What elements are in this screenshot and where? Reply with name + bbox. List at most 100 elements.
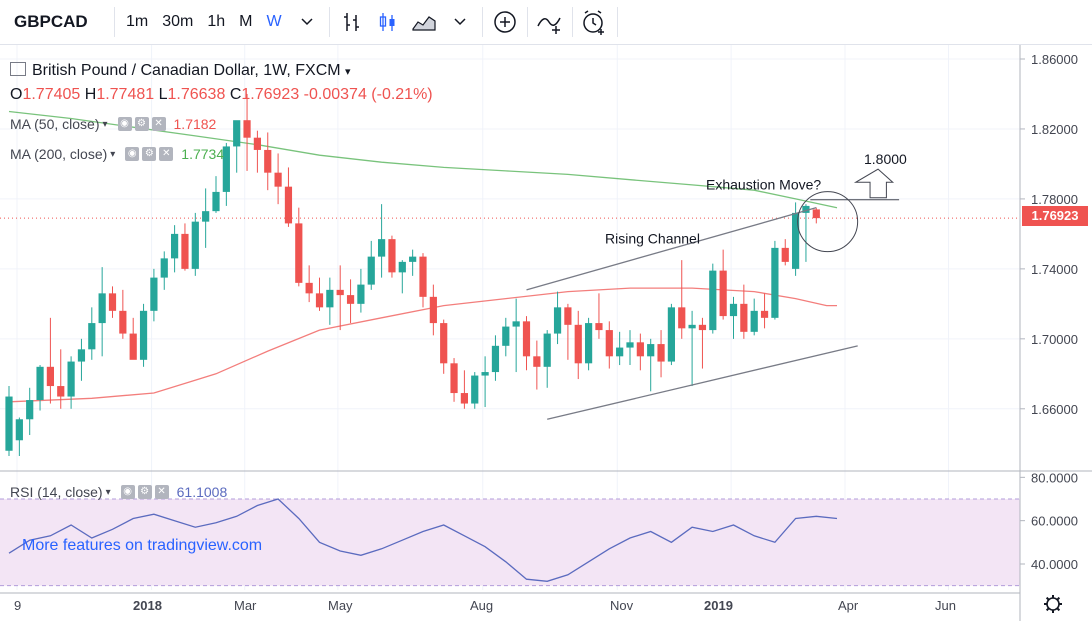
candle-body bbox=[284, 186, 293, 224]
ma200-label: MA (200, close) bbox=[10, 146, 108, 162]
candle-body bbox=[678, 307, 686, 329]
chevron-down-icon[interactable]: ▾ bbox=[105, 486, 111, 498]
candle-body bbox=[36, 366, 44, 401]
candle-body bbox=[367, 256, 375, 285]
candles-icon[interactable] bbox=[370, 0, 406, 44]
ma50-legend[interactable]: MA (50, close) ▾ ◉ ⚙ ✕ 1.7182 bbox=[10, 116, 216, 132]
candle-body bbox=[512, 321, 520, 327]
compare-icon[interactable] bbox=[532, 0, 568, 44]
channel-lower-line bbox=[547, 345, 858, 420]
candle-body bbox=[181, 233, 189, 269]
candle-body bbox=[160, 258, 168, 278]
candle-body bbox=[802, 205, 810, 213]
open-value: 1.77405 bbox=[22, 86, 81, 103]
chart-legend: British Pound / Canadian Dollar, 1W, FXC… bbox=[10, 62, 351, 80]
gear-ring bbox=[1046, 597, 1060, 611]
chevron-down-icon[interactable]: ▾ bbox=[345, 66, 351, 78]
symbol-icon[interactable] bbox=[10, 62, 26, 76]
candle-body bbox=[274, 172, 282, 187]
exhaustion-label: Exhaustion Move? bbox=[706, 176, 821, 192]
exhaustion-circle bbox=[797, 191, 859, 253]
interval-1h-button[interactable]: 1h bbox=[207, 13, 226, 30]
interval-week-button[interactable]: W bbox=[266, 13, 282, 30]
candle-body bbox=[139, 310, 148, 360]
candle-body bbox=[605, 330, 613, 357]
candle-body bbox=[171, 233, 179, 259]
candle-body bbox=[647, 344, 655, 357]
gear-tooth bbox=[1045, 607, 1050, 612]
close-icon[interactable]: ✕ bbox=[159, 147, 174, 161]
legend-title: British Pound / Canadian Dollar, 1W, FXC… bbox=[32, 62, 341, 79]
candle-body bbox=[812, 209, 820, 219]
candle-body bbox=[57, 386, 65, 397]
candle-body bbox=[698, 324, 707, 331]
gear-icon[interactable] bbox=[1044, 595, 1062, 613]
candle-body bbox=[771, 247, 779, 318]
ma50-label: MA (50, close) bbox=[10, 116, 100, 132]
price-chart[interactable]: Rising Channel Exhaustion Move? 1.8000 1.86… bbox=[0, 45, 1092, 621]
candle-body bbox=[398, 261, 406, 273]
price-tick-label: 1.70000 bbox=[1031, 332, 1078, 347]
time-tick-label: Mar bbox=[234, 598, 257, 613]
toolbar-divider bbox=[114, 7, 115, 37]
eye-icon[interactable]: ◉ bbox=[120, 485, 135, 499]
gear-tooth bbox=[1056, 607, 1061, 612]
candle-body bbox=[522, 321, 531, 357]
candle-body bbox=[378, 239, 386, 257]
candle-body bbox=[719, 270, 727, 317]
high-value: 1.77481 bbox=[96, 86, 155, 103]
candle-body bbox=[760, 310, 769, 318]
candle-body bbox=[108, 293, 117, 311]
time-tick-label: May bbox=[328, 598, 353, 613]
chevron-down-icon[interactable]: ▾ bbox=[102, 118, 108, 130]
candle-body bbox=[5, 396, 13, 451]
low-label: L bbox=[158, 86, 168, 103]
interval-30m-button[interactable]: 30m bbox=[162, 13, 194, 30]
candle-body bbox=[585, 323, 593, 364]
gear-icon[interactable]: ⚙ bbox=[142, 147, 157, 161]
alert-icon[interactable] bbox=[577, 0, 613, 44]
chevron-down-icon[interactable] bbox=[289, 0, 325, 44]
candle-body bbox=[502, 326, 510, 346]
symbol-search-button[interactable]: GBPCAD bbox=[14, 12, 88, 31]
close-label: C bbox=[229, 86, 242, 103]
eye-icon[interactable]: ◉ bbox=[117, 117, 132, 131]
candle-body bbox=[212, 191, 220, 212]
candle-body bbox=[77, 349, 86, 362]
gear-icon[interactable]: ⚙ bbox=[137, 485, 152, 499]
chevron-down-icon[interactable]: ▾ bbox=[110, 148, 116, 160]
candle-body bbox=[15, 419, 23, 441]
chevron-down-icon[interactable] bbox=[442, 0, 478, 44]
candle-body bbox=[222, 146, 230, 192]
candle-body bbox=[750, 310, 758, 332]
candle-body bbox=[481, 372, 489, 376]
candle-body bbox=[553, 307, 562, 334]
toolbar-divider bbox=[526, 7, 528, 37]
interval-month-button[interactable]: M bbox=[239, 13, 253, 30]
rsi-tick-label: 40.0000 bbox=[1031, 557, 1078, 572]
close-icon[interactable]: ✕ bbox=[154, 485, 169, 499]
gear-tooth bbox=[1056, 596, 1061, 601]
channel-label: Rising Channel bbox=[605, 231, 700, 247]
last-price-tag: 1.76923 bbox=[1022, 206, 1088, 226]
candle-body bbox=[315, 293, 324, 308]
promo-link[interactable]: More features on tradingview.com bbox=[22, 537, 263, 554]
interval-1m-button[interactable]: 1m bbox=[126, 13, 149, 30]
candle-body bbox=[471, 375, 479, 404]
candle-body bbox=[357, 284, 365, 304]
candle-body bbox=[336, 289, 344, 296]
bar-chart-icon[interactable] bbox=[334, 0, 370, 44]
ma200-legend[interactable]: MA (200, close) ▾ ◉ ⚙ ✕ 1.7734 bbox=[10, 146, 224, 162]
close-icon[interactable]: ✕ bbox=[151, 117, 166, 131]
rsi-legend[interactable]: RSI (14, close) ▾ ◉ ⚙ ✕ 61.1008 bbox=[10, 484, 227, 500]
add-indicator-icon[interactable] bbox=[487, 0, 523, 44]
gear-icon[interactable]: ⚙ bbox=[134, 117, 149, 131]
ma50-value: 1.7182 bbox=[173, 116, 217, 132]
candle-body bbox=[253, 137, 261, 150]
candle-body bbox=[191, 221, 199, 269]
change-value: -0.00374 (-0.21%) bbox=[303, 86, 433, 103]
area-chart-icon[interactable] bbox=[406, 0, 442, 44]
candle-body bbox=[740, 303, 748, 332]
eye-icon[interactable]: ◉ bbox=[125, 147, 140, 161]
ma200-value: 1.7734 bbox=[181, 146, 225, 162]
